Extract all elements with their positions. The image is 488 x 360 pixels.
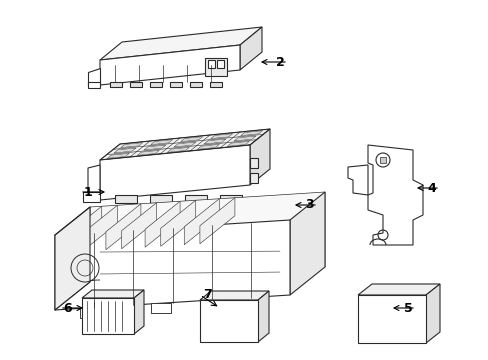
Polygon shape [167, 147, 189, 152]
Bar [249, 173, 258, 183]
Polygon shape [150, 303, 170, 313]
Polygon shape [200, 291, 268, 300]
Polygon shape [227, 141, 249, 146]
Polygon shape [80, 308, 100, 318]
Polygon shape [249, 129, 269, 185]
Polygon shape [357, 284, 439, 295]
Polygon shape [203, 139, 225, 144]
Polygon shape [100, 45, 240, 85]
Polygon shape [122, 203, 156, 249]
Polygon shape [145, 201, 180, 247]
Polygon shape [100, 27, 262, 60]
Polygon shape [425, 284, 439, 343]
Polygon shape [210, 134, 232, 139]
Polygon shape [82, 290, 143, 298]
Bar [209, 82, 222, 87]
Polygon shape [184, 199, 219, 245]
Polygon shape [106, 204, 141, 250]
Polygon shape [114, 148, 136, 153]
Polygon shape [134, 290, 143, 334]
Polygon shape [82, 205, 117, 251]
Bar [150, 195, 172, 203]
Polygon shape [143, 145, 165, 150]
Polygon shape [82, 298, 134, 334]
Polygon shape [90, 192, 325, 282]
Text: 5: 5 [403, 302, 411, 315]
Polygon shape [137, 150, 159, 155]
Bar [217, 60, 224, 68]
Polygon shape [161, 200, 195, 246]
Text: 2: 2 [275, 55, 284, 68]
Polygon shape [100, 129, 269, 160]
Bar [110, 82, 122, 87]
Text: 4: 4 [427, 181, 435, 194]
Polygon shape [357, 295, 425, 343]
Polygon shape [88, 165, 100, 198]
Bar [83, 192, 100, 202]
Text: 7: 7 [203, 288, 212, 302]
Polygon shape [240, 131, 262, 136]
Bar [170, 82, 182, 87]
Polygon shape [234, 136, 256, 141]
Polygon shape [200, 198, 234, 244]
Bar [204, 58, 226, 76]
Polygon shape [180, 137, 202, 142]
Polygon shape [197, 144, 219, 149]
Bar [184, 195, 206, 203]
Polygon shape [200, 300, 258, 342]
Polygon shape [367, 145, 422, 245]
Polygon shape [174, 142, 196, 147]
Polygon shape [240, 27, 262, 70]
Bar [207, 60, 215, 68]
Text: 1: 1 [83, 185, 92, 198]
Bar [190, 82, 202, 87]
Polygon shape [55, 220, 289, 310]
Polygon shape [150, 140, 172, 145]
Polygon shape [258, 291, 268, 342]
Bar [249, 158, 258, 168]
Bar [88, 82, 100, 88]
Polygon shape [221, 299, 241, 309]
Bar [150, 82, 162, 87]
Polygon shape [121, 143, 142, 148]
Polygon shape [107, 153, 129, 158]
Polygon shape [67, 206, 102, 252]
Bar [115, 195, 137, 203]
Polygon shape [289, 192, 325, 295]
Text: 6: 6 [63, 302, 72, 315]
Bar [379, 157, 385, 163]
Polygon shape [100, 145, 249, 200]
Text: 3: 3 [305, 198, 314, 211]
Bar [220, 195, 242, 203]
Polygon shape [347, 165, 367, 195]
Bar [130, 82, 142, 87]
Polygon shape [55, 207, 90, 310]
Polygon shape [88, 68, 100, 85]
